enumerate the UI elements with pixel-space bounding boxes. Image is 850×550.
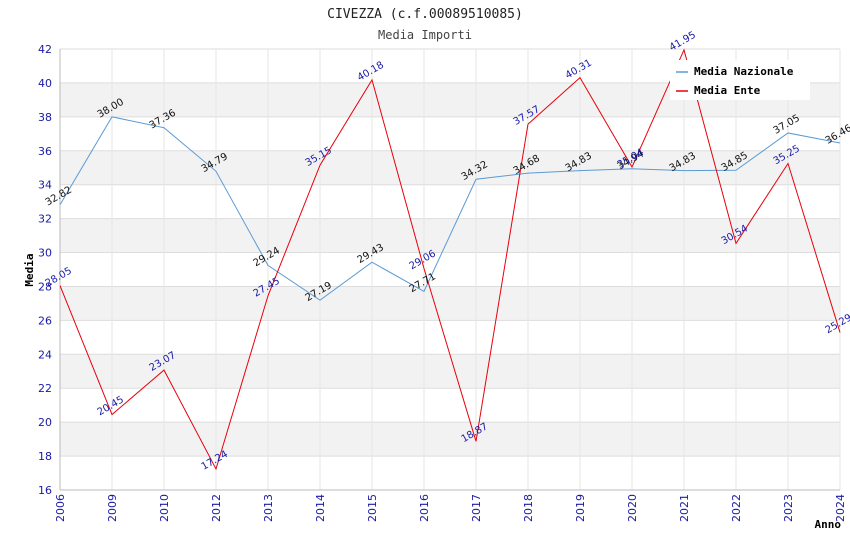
y-tick-label: 20 <box>38 416 52 429</box>
y-tick-label: 40 <box>38 77 52 90</box>
y-tick-label: 36 <box>38 145 52 158</box>
x-axis-label: Anno <box>815 518 842 531</box>
x-tick-label: 2009 <box>106 494 119 522</box>
x-tick-label: 2014 <box>314 494 327 522</box>
y-tick-labels: 16 18 20 22 24 26 28 30 32 34 36 38 40 42 <box>38 43 52 497</box>
x-tick-label: 2013 <box>262 494 275 522</box>
y-tick-label: 24 <box>38 348 52 361</box>
x-tick-label: 2019 <box>574 494 587 522</box>
x-tick-label: 2018 <box>522 494 535 522</box>
legend-background <box>670 60 810 100</box>
series-line-nazionale <box>59 116 841 301</box>
x-tick-label: 2017 <box>470 494 483 522</box>
y-tick-label: 32 <box>38 213 52 226</box>
x-tick-label: 2015 <box>366 494 379 522</box>
y-tick-label: 38 <box>38 111 52 124</box>
y-tick-label: 28 <box>38 280 52 293</box>
y-tick-label: 34 <box>38 179 52 192</box>
x-tick-labels: 2006 2009 2010 2012 2013 2014 2015 2016 2017 2018… <box>54 494 847 522</box>
y-tick-label: 26 <box>38 314 52 327</box>
grid-band <box>60 422 840 457</box>
data-label-ente: 28.05 <box>44 266 74 290</box>
data-label-ente: 20.45 <box>96 394 126 418</box>
legend-label-nazionale: Media Nazionale <box>694 65 794 78</box>
series-line-ente <box>59 48 841 471</box>
y-tick-label: 22 <box>38 382 52 395</box>
legend-label-ente: Media Ente <box>694 84 761 97</box>
chart-subtitle: Media Importi <box>378 28 472 42</box>
x-tick-label: 2016 <box>418 494 431 522</box>
legend: Media Nazionale Media Ente <box>670 60 810 100</box>
x-tick-label: 2006 <box>54 494 67 522</box>
grid-lines <box>59 48 841 491</box>
x-tick-label: 2024 <box>834 494 847 522</box>
axes <box>59 49 840 491</box>
data-label-ente: 40.31 <box>564 58 594 82</box>
x-tick-label: 2010 <box>158 494 171 522</box>
x-tick-label: 2022 <box>730 494 743 522</box>
chart-title: CIVEZZA (c.f.00089510085) <box>327 7 523 22</box>
x-tick-label: 2012 <box>210 494 223 522</box>
x-tick-label: 2023 <box>782 494 795 522</box>
y-tick-label: 30 <box>38 247 52 260</box>
data-label-ente: 40.18 <box>356 60 386 84</box>
grid-band <box>60 354 840 389</box>
y-axis-label: Media <box>23 253 36 286</box>
data-label-ente: 41.95 <box>668 30 698 54</box>
x-tick-label: 2020 <box>626 494 639 522</box>
y-tick-label: 18 <box>38 450 52 463</box>
grid-band <box>60 150 840 185</box>
y-tick-label: 16 <box>38 484 52 497</box>
y-tick-label: 42 <box>38 43 52 56</box>
data-label-nazionale: 36.46 <box>824 123 850 147</box>
grid-band <box>60 286 840 321</box>
series-lines <box>59 48 841 471</box>
x-tick-label: 2021 <box>678 494 691 522</box>
